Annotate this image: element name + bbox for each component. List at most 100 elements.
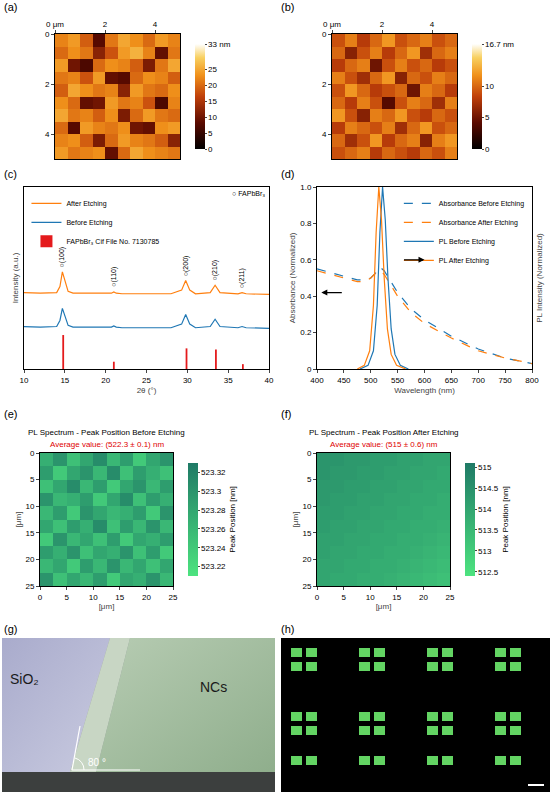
svg-text:2: 2: [103, 20, 108, 29]
svg-text:25: 25: [25, 582, 34, 591]
svg-text:523.32: 523.32: [201, 468, 226, 477]
svg-text:10: 10: [25, 502, 34, 511]
svg-text:2: 2: [380, 20, 385, 29]
svg-text:PL Spectrum - Peak Position Be: PL Spectrum - Peak Position Before Etchi…: [28, 428, 185, 437]
svg-text:2θ (°): 2θ (°): [137, 386, 157, 395]
svg-text:30: 30: [183, 376, 192, 385]
svg-text:25: 25: [142, 376, 151, 385]
svg-text:5: 5: [208, 129, 213, 138]
svg-text:Average value: (522.3 ± 0.1) n: Average value: (522.3 ± 0.1) nm: [50, 440, 164, 449]
svg-text:4: 4: [45, 130, 50, 139]
svg-text:Absorbance After Etching: Absorbance After Etching: [439, 219, 518, 227]
svg-text:600: 600: [418, 376, 432, 385]
svg-text:○(110): ○(110): [110, 267, 118, 287]
svg-text:5: 5: [307, 475, 312, 484]
svg-text:523.24: 523.24: [201, 544, 226, 553]
svg-text:PL Intensity (Normalized): PL Intensity (Normalized): [535, 233, 544, 323]
svg-text:40: 40: [265, 376, 274, 385]
svg-text:5: 5: [64, 593, 69, 602]
svg-text:15: 15: [60, 376, 69, 385]
svg-text:513: 513: [478, 547, 492, 556]
svg-text:550: 550: [391, 376, 405, 385]
svg-text:Absorbance Before Etching: Absorbance Before Etching: [439, 200, 524, 208]
svg-text:523.28: 523.28: [201, 506, 226, 515]
svg-text:513.5: 513.5: [478, 526, 499, 535]
svg-text:16.7 nm: 16.7 nm: [485, 40, 514, 49]
svg-text:Peak Position [nm]: Peak Position [nm]: [228, 486, 237, 553]
svg-text:80 °: 80 °: [88, 757, 106, 768]
svg-text:523.3: 523.3: [201, 487, 222, 496]
svg-text:5: 5: [30, 475, 35, 484]
svg-text:700: 700: [472, 376, 486, 385]
svg-text:10: 10: [89, 593, 98, 602]
svg-text:[μm]: [μm]: [99, 602, 115, 611]
svg-text:0: 0: [485, 145, 490, 154]
svg-text:0.6: 0.6: [300, 256, 312, 265]
svg-text:514.5: 514.5: [478, 484, 499, 493]
svg-text:2: 2: [45, 80, 50, 89]
svg-text:500: 500: [364, 376, 378, 385]
svg-text:25: 25: [169, 593, 178, 602]
svg-text:○ FAPbBr₃: ○ FAPbBr₃: [232, 190, 265, 197]
svg-text:2: 2: [322, 80, 327, 89]
svg-text:20: 20: [142, 593, 151, 602]
svg-text:○(211): ○(211): [238, 268, 246, 288]
svg-text:0: 0: [208, 145, 213, 154]
svg-text:○(210): ○(210): [211, 260, 219, 281]
svg-text:15: 15: [25, 529, 34, 538]
svg-text:0: 0: [30, 449, 35, 458]
svg-text:20: 20: [302, 555, 311, 564]
svg-text:514: 514: [478, 505, 492, 514]
svg-text:10: 10: [366, 593, 375, 602]
svg-text:0: 0: [322, 30, 327, 39]
svg-text:15: 15: [392, 593, 401, 602]
svg-text:400: 400: [310, 376, 324, 385]
svg-text:0.4: 0.4: [300, 292, 312, 301]
svg-text:Average value: (515 ± 0.6) nm: Average value: (515 ± 0.6) nm: [330, 440, 438, 449]
svg-text:PL Spectrum - Peak Position Af: PL Spectrum - Peak Position After Etchin…: [309, 428, 459, 437]
svg-text:After Etching: After Etching: [66, 200, 106, 208]
svg-text:15: 15: [115, 593, 124, 602]
svg-text:750: 750: [498, 376, 512, 385]
svg-text:25: 25: [446, 593, 455, 602]
svg-text:[μm]: [μm]: [14, 512, 23, 528]
svg-text:0: 0: [38, 593, 43, 602]
svg-text:20: 20: [208, 81, 217, 90]
svg-text:0: 0: [307, 365, 312, 374]
svg-text:Before Etching: Before Etching: [66, 219, 112, 227]
svg-text:515: 515: [478, 463, 492, 472]
svg-text:[μm]: [μm]: [376, 602, 392, 611]
svg-text:○(100): ○(100): [58, 247, 66, 268]
svg-text:0 μm: 0 μm: [46, 20, 64, 29]
svg-text:0.2: 0.2: [300, 328, 312, 337]
svg-text:10: 10: [208, 113, 217, 122]
svg-text:523.26: 523.26: [201, 525, 226, 534]
svg-text:4: 4: [430, 20, 435, 29]
svg-text:Wavelength (nm): Wavelength (nm): [394, 386, 455, 395]
svg-text:5: 5: [485, 113, 490, 122]
svg-text:15: 15: [208, 97, 217, 106]
svg-text:5: 5: [341, 593, 346, 602]
svg-text:○(200): ○(200): [182, 256, 190, 277]
svg-text:10: 10: [485, 82, 494, 91]
svg-text:0: 0: [307, 449, 312, 458]
svg-text:650: 650: [445, 376, 459, 385]
svg-text:25: 25: [208, 65, 217, 74]
svg-text:33 nm: 33 nm: [208, 40, 231, 49]
svg-text:4: 4: [322, 130, 327, 139]
svg-text:0 μm: 0 μm: [323, 20, 341, 29]
svg-text:15: 15: [302, 529, 311, 538]
svg-text:0: 0: [45, 30, 50, 39]
svg-text:512.5: 512.5: [478, 568, 499, 577]
svg-text:800: 800: [525, 376, 539, 385]
svg-text:523.22: 523.22: [201, 562, 226, 571]
svg-text:20: 20: [101, 376, 110, 385]
svg-text:20: 20: [25, 555, 34, 564]
svg-text:20: 20: [419, 593, 428, 602]
svg-text:PL Before Etching: PL Before Etching: [439, 238, 495, 246]
svg-text:Intensity (a.u.): Intensity (a.u.): [11, 252, 20, 303]
svg-text:10: 10: [20, 376, 29, 385]
svg-text:FAPbBr₃ Cif File No. 7130785: FAPbBr₃ Cif File No. 7130785: [66, 238, 159, 245]
svg-text:0.8: 0.8: [300, 219, 312, 228]
svg-text:0: 0: [315, 593, 320, 602]
